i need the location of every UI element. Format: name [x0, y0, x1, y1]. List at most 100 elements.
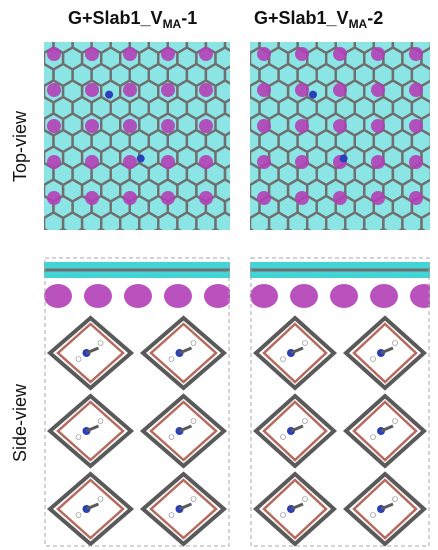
pb-i-bond [262, 400, 328, 462]
methylammonium-bond [380, 424, 394, 433]
graphene-hexagon [401, 211, 423, 230]
hydrogen-atom [280, 512, 286, 518]
pb-i-bond [56, 322, 125, 384]
hydrogen-atom [302, 418, 308, 424]
charge-lobe [123, 47, 137, 61]
row-label-side-view: Side-view [10, 383, 30, 462]
charge-lobe [371, 47, 385, 61]
graphene-hexagon [379, 227, 388, 230]
graphene-hexagon [157, 211, 179, 230]
charge-lobe [257, 119, 271, 133]
hydrogen-atom [97, 340, 104, 346]
charge-lobe [161, 119, 175, 133]
methylammonium-bond [85, 424, 100, 433]
graphene-hexagon [283, 227, 293, 230]
pb-i-octahedron-edge [343, 471, 427, 547]
charge-lobe [123, 155, 137, 169]
pb-i-octahedron-edge [253, 471, 337, 547]
graphene-hexagon [44, 227, 49, 230]
graphene-hexagon [44, 211, 65, 230]
graphene-hexagon [420, 112, 430, 137]
methylammonium-bond [178, 502, 193, 511]
graphene-hexagon [286, 211, 309, 230]
hydrogen-atom [302, 340, 308, 346]
graphene-hexagon [116, 227, 125, 230]
nitrogen-atom [309, 90, 317, 99]
graphene-hexagon [420, 178, 430, 203]
graphene-hexagon [264, 227, 274, 230]
top-view-panel-2 [250, 42, 430, 230]
charge-lobe [199, 191, 213, 205]
hydrogen-atom [392, 340, 398, 346]
unit-cell-boundary [44, 257, 230, 547]
methylammonium-bond [85, 502, 100, 511]
charge-lobe [123, 83, 137, 97]
graphene-hexagon [135, 227, 144, 230]
hydrogen-atom [370, 512, 376, 518]
pb-i-bond [262, 322, 328, 384]
charge-lobe [333, 191, 347, 205]
top-view-structure-2 [250, 42, 430, 230]
graphene-hexagon [267, 211, 290, 230]
hydrogen-atom [75, 512, 82, 518]
pb-i-bond [149, 400, 218, 462]
methylammonium-bond [290, 346, 304, 355]
graphene-hexagon [192, 227, 201, 230]
graphene-hexagon [360, 227, 369, 230]
charge-lobe [124, 284, 152, 308]
charge-lobe [47, 83, 61, 97]
hydrogen-atom [302, 496, 308, 502]
hydrogen-atom [168, 434, 175, 440]
charge-lobe [199, 155, 213, 169]
graphene-hexagon [303, 227, 312, 230]
charge-lobe [333, 47, 347, 61]
top-view-panel-1 [44, 42, 230, 230]
charge-lobe [47, 155, 61, 169]
graphene-hexagon [77, 227, 87, 230]
graphene-hexagon [173, 227, 182, 230]
graphene-hexagon [80, 211, 103, 230]
charge-lobe [257, 47, 271, 61]
graphene-hexagon [398, 227, 407, 230]
hydrogen-atom [190, 496, 197, 502]
pb-i-bond [56, 400, 125, 462]
graphene-hexagon [58, 227, 68, 230]
row-label-top-view: Top-view [10, 110, 30, 182]
column-title-1-suffix: -1 [181, 8, 198, 28]
graphene-hexagon [420, 211, 430, 230]
charge-lobe [371, 191, 385, 205]
charge-lobe [257, 191, 271, 205]
graphene-hexagon [154, 227, 163, 230]
graphene-hexagon [363, 211, 385, 230]
side-view-panel-2 [250, 252, 430, 548]
hydrogen-atom [280, 434, 286, 440]
column-title-2-suffix: -2 [367, 8, 384, 28]
charge-lobe [409, 47, 423, 61]
charge-lobe [410, 284, 430, 308]
charge-lobe [199, 83, 213, 97]
charge-lobe [85, 83, 99, 97]
charge-lobe [161, 47, 175, 61]
charge-lobe [295, 47, 309, 61]
hydrogen-atom [97, 418, 104, 424]
graphene-hexagon [322, 227, 331, 230]
nitrogen-atom [105, 90, 114, 99]
methylammonium-bond [380, 502, 394, 511]
methylammonium-bond [178, 346, 193, 355]
graphene-hexagon [100, 211, 122, 230]
charge-lobe [295, 155, 309, 169]
pb-i-octahedron-edge [46, 315, 135, 391]
graphene-hexagon [223, 197, 230, 217]
pb-i-bond [352, 478, 418, 540]
charge-lobe [85, 191, 99, 205]
graphene-hexagon [223, 98, 230, 118]
column-title-1-prefix: G+Slab1_V [68, 8, 163, 28]
charge-lobe [409, 191, 423, 205]
methylammonium-bond [380, 346, 394, 355]
nitrogen-atom [136, 154, 145, 163]
pb-i-octahedron-edge [139, 471, 228, 547]
pb-i-bond [262, 478, 328, 540]
pb-i-octahedron-edge [139, 393, 228, 469]
column-title-2-prefix: G+Slab1_V [254, 8, 349, 28]
graphene-hexagon [118, 211, 141, 230]
